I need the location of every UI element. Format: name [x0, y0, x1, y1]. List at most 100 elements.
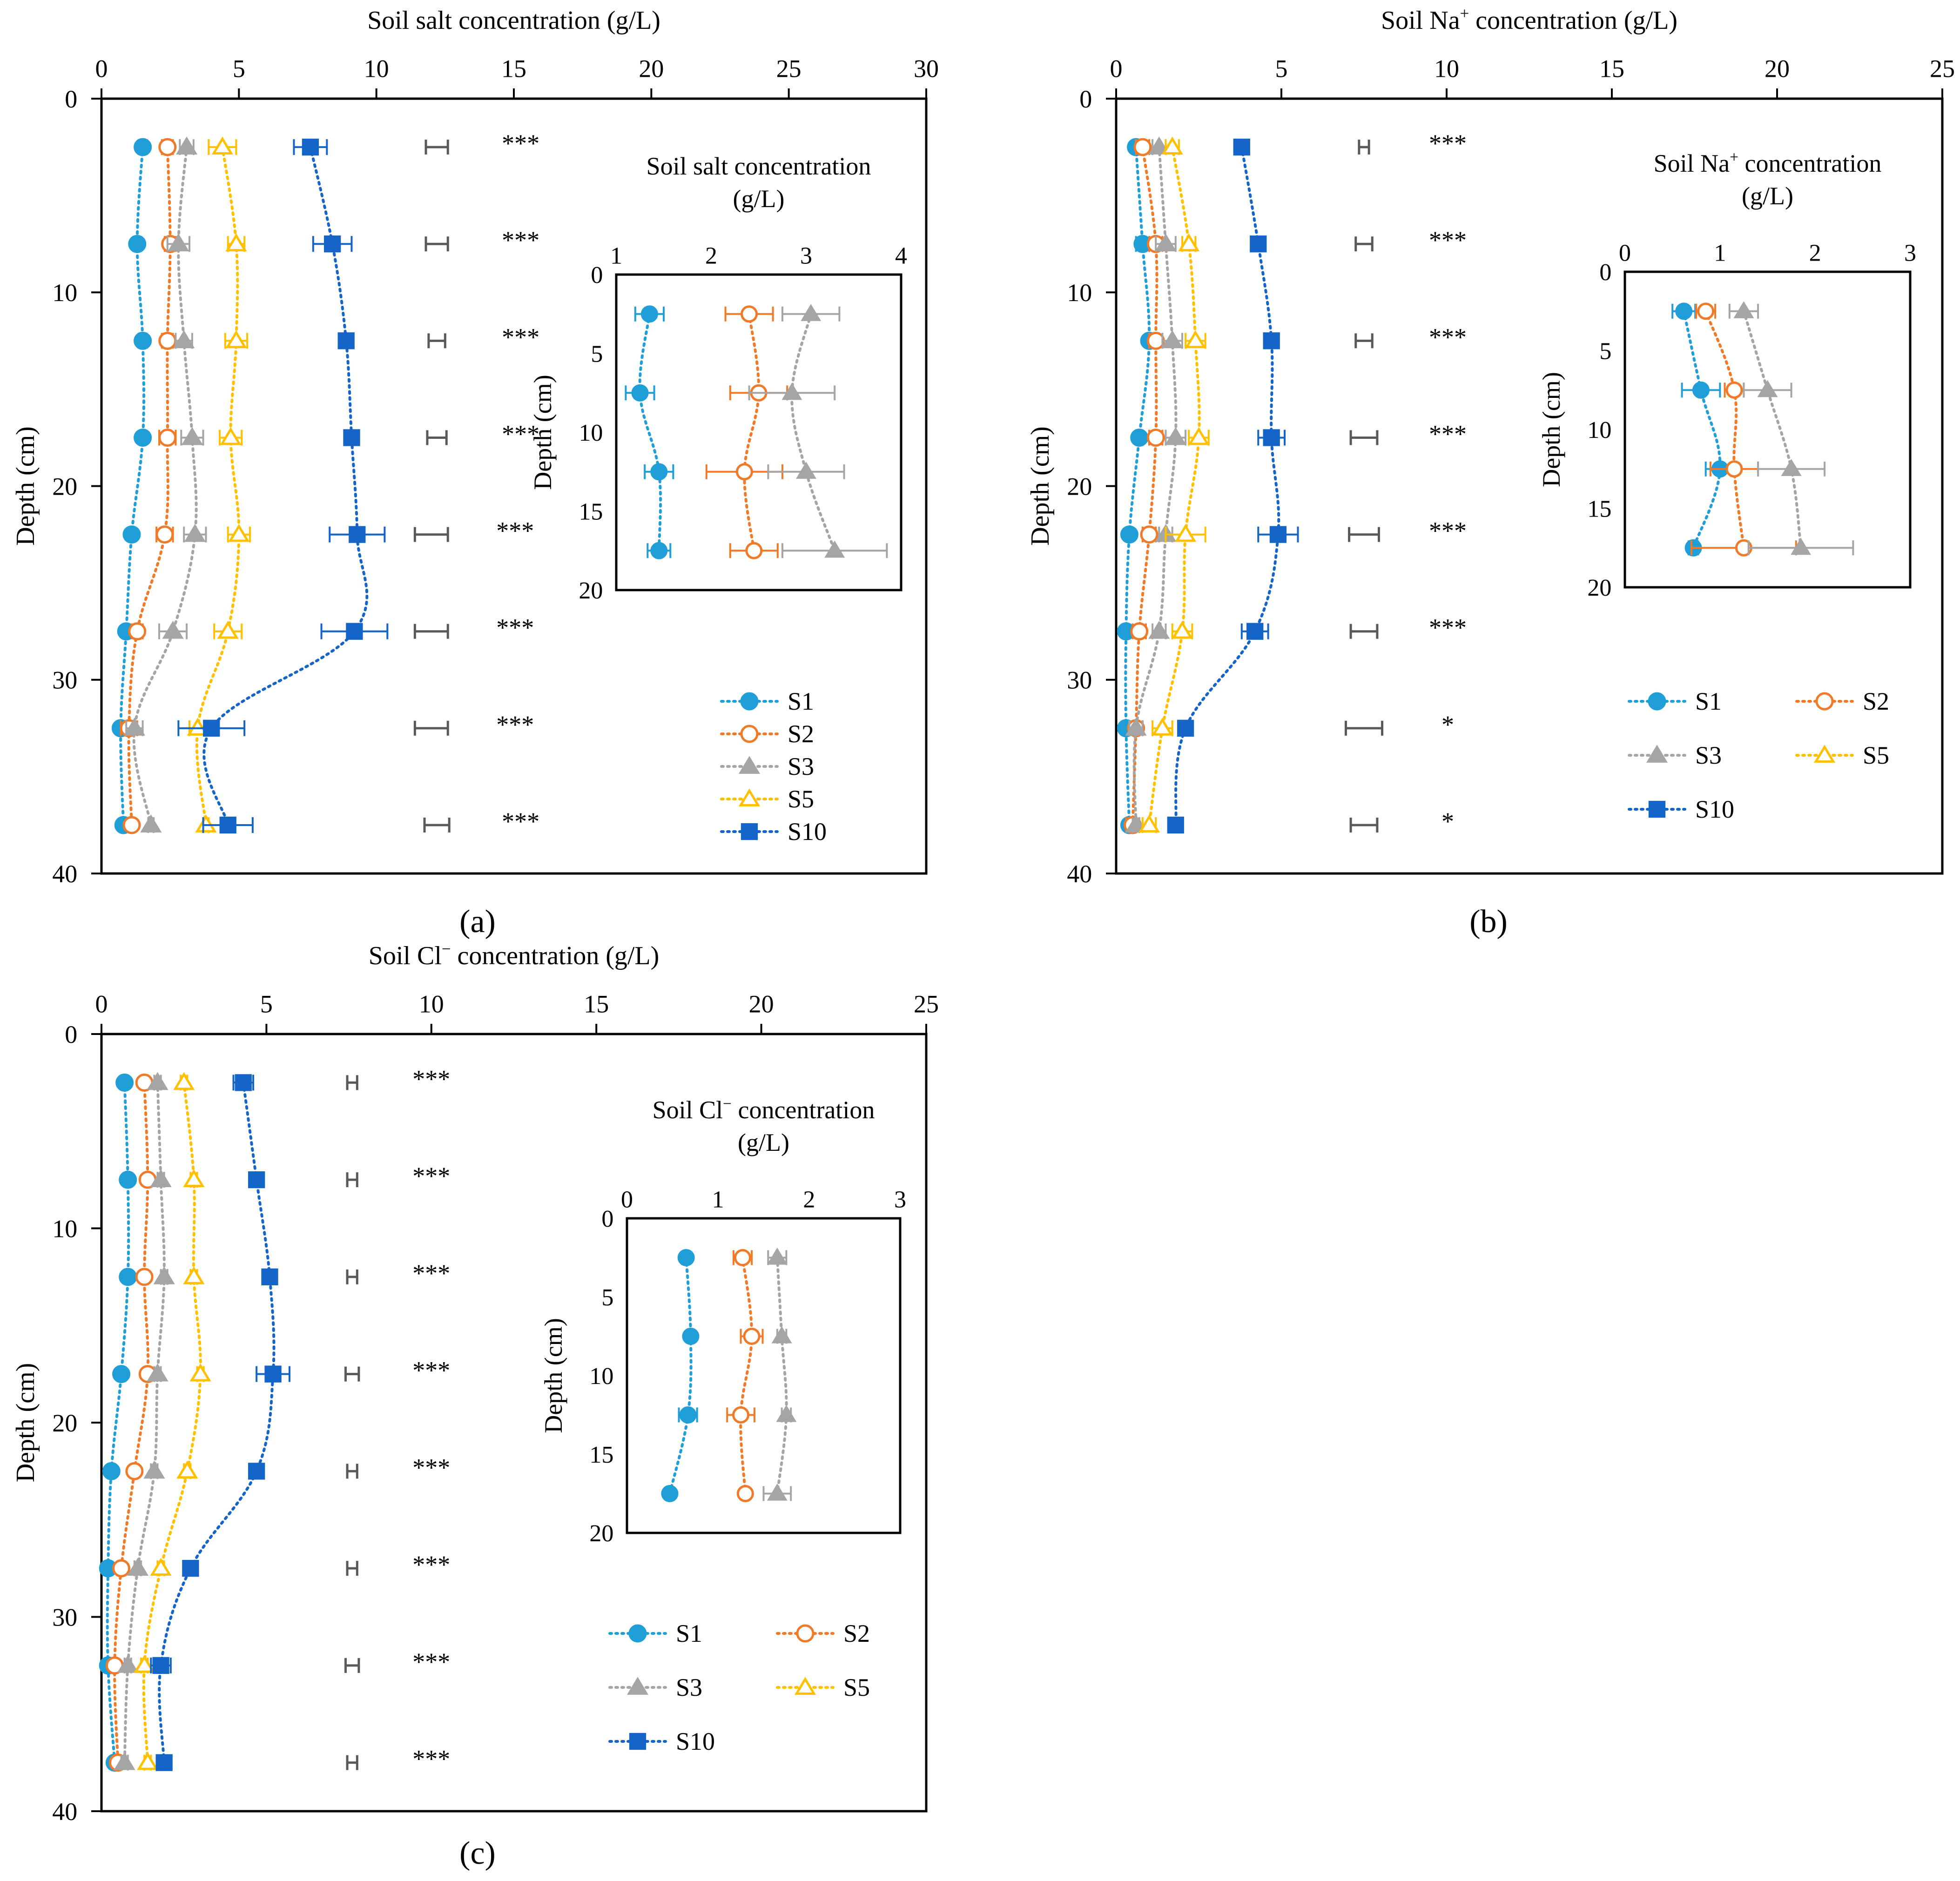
legend-marker-S2 [1815, 692, 1834, 711]
main-marker-S1 [119, 1268, 137, 1286]
inset-title-line2: (g/L) [738, 1129, 789, 1156]
inset-series-line-S3 [775, 1256, 788, 1495]
main-marker-S10 [248, 1463, 265, 1480]
main-marker-S1 [112, 1365, 131, 1384]
inset-x-tick-label: 3 [1904, 240, 1916, 267]
inset-marker-S2 [735, 463, 753, 481]
inset-marker-S2 [743, 1328, 761, 1345]
panel-label: (c) [459, 1835, 496, 1871]
main-marker-S5 [195, 814, 217, 833]
main-series-line-S1 [106, 1081, 130, 1764]
inset-marker-S3 [771, 1326, 792, 1344]
inset-marker-S1 [650, 463, 668, 481]
main-series-line-S3 [132, 146, 198, 826]
significance-label: * [1441, 711, 1454, 739]
inset-y-tick-label: 10 [1587, 417, 1611, 443]
inset-y-axis-label: Depth (cm) [1537, 372, 1565, 487]
inset-marker-S1 [661, 1485, 679, 1502]
inset-x-tick-label: 1 [712, 1187, 724, 1213]
main-marker-S3 [147, 1363, 168, 1382]
main-marker-S1 [134, 331, 152, 350]
inset-y-tick-label: 0 [1599, 259, 1611, 286]
main-title: Soil Na+ concentration (g/L) [1381, 5, 1677, 35]
main-marker-S3 [153, 1266, 175, 1284]
main-marker-S5 [1174, 524, 1197, 542]
inset-marker-S3 [1781, 459, 1802, 476]
significance-label: *** [1429, 420, 1467, 448]
main-series-line-S10 [1174, 146, 1280, 826]
main-title-part-rest: concentration (g/L) [451, 941, 659, 970]
inset-marker-S2 [741, 305, 758, 323]
main-title-part-base: Soil Na [1381, 6, 1460, 35]
inset-marker-S3 [1757, 380, 1778, 397]
inset-marker-S1 [682, 1328, 700, 1345]
inset-series-line-S1 [1682, 309, 1722, 550]
legend-label-S5: S5 [843, 1673, 870, 1701]
main-marker-S2 [1140, 525, 1158, 544]
significance-label: *** [412, 1357, 450, 1384]
main-marker-S10 [1233, 138, 1250, 156]
main-marker-S3 [168, 233, 189, 252]
main-marker-S5 [225, 330, 247, 349]
inset-marker-S2 [734, 1249, 751, 1266]
inset-marker-S1 [631, 384, 649, 402]
main-marker-S10 [203, 719, 220, 737]
legend-c: S1 S2 S3 S5 S10 [608, 1619, 870, 1755]
main-x-tick-label: 20 [749, 990, 774, 1018]
inset-series-line-S3 [1742, 309, 1803, 550]
main-marker-S3 [117, 1655, 139, 1673]
main-marker-S1 [115, 1073, 134, 1092]
main-marker-S1 [119, 1170, 137, 1189]
main-marker-S2 [1130, 622, 1149, 641]
inset-chart-b: 0 1 2 3 0 5 10 15 20 Soil Na+ concentration (g/L) D… [1537, 148, 1916, 601]
main-marker-S5 [1185, 330, 1206, 349]
inset-x-tick-label: 2 [705, 243, 717, 269]
main-marker-S5 [225, 233, 247, 252]
main-x-tick-label: 5 [1275, 55, 1288, 83]
legend-label-S5: S5 [788, 785, 814, 813]
main-marker-S2 [1146, 331, 1165, 350]
significance-label: * [1441, 807, 1454, 835]
main-x-tick-label: 5 [233, 55, 245, 83]
main-marker-S5 [137, 1752, 159, 1770]
panel-label: (b) [1469, 904, 1508, 940]
inset-y-tick-label: 0 [601, 1206, 613, 1232]
legend-marker-S5 [738, 788, 761, 806]
legend-marker-S1 [740, 692, 759, 711]
inset-chart-c: 0 1 2 3 0 5 10 15 20 Soil Cl− concentration (g/L) D… [539, 1095, 906, 1547]
main-marker-S5 [1152, 718, 1173, 736]
inset-title-line1-part-rest: concentration [1738, 149, 1881, 177]
main-marker-S10 [1250, 235, 1267, 253]
main-marker-S5 [189, 1363, 211, 1382]
main-marker-S2 [128, 622, 147, 641]
main-y-tick-label: 0 [65, 85, 77, 113]
main-marker-S3 [1165, 427, 1186, 445]
significance-label: *** [1429, 614, 1467, 642]
legend-label-S3: S3 [676, 1673, 702, 1701]
main-x-tick-label: 15 [584, 990, 609, 1018]
main-marker-S2 [158, 138, 177, 156]
main-marker-S1 [122, 525, 141, 544]
main-marker-S5 [220, 427, 242, 445]
main-marker-S3 [1125, 814, 1147, 833]
main-x-tick-label: 20 [1765, 55, 1790, 83]
legend-marker-S10 [1648, 800, 1666, 818]
inset-marker-S3 [795, 462, 817, 479]
main-y-tick-label: 0 [1079, 85, 1092, 113]
inset-marker-S2 [1725, 381, 1743, 399]
main-x-tick-label: 15 [501, 55, 526, 83]
main-marker-S3 [147, 1072, 168, 1090]
main-marker-S10 [343, 429, 360, 446]
main-y-tick-label: 0 [65, 1021, 77, 1048]
legend-label-S10: S10 [1695, 795, 1734, 823]
main-y-tick-label: 40 [1067, 860, 1092, 888]
significance-label: *** [412, 1259, 450, 1287]
main-marker-S5 [1138, 814, 1160, 833]
significance-label: *** [412, 1453, 450, 1481]
inset-marker-S3 [781, 383, 802, 400]
main-marker-S10 [337, 332, 355, 349]
inset-marker-S1 [650, 542, 668, 559]
main-marker-S5 [217, 620, 239, 639]
main-marker-S2 [1146, 428, 1165, 447]
main-series-line-S5 [142, 1081, 202, 1764]
